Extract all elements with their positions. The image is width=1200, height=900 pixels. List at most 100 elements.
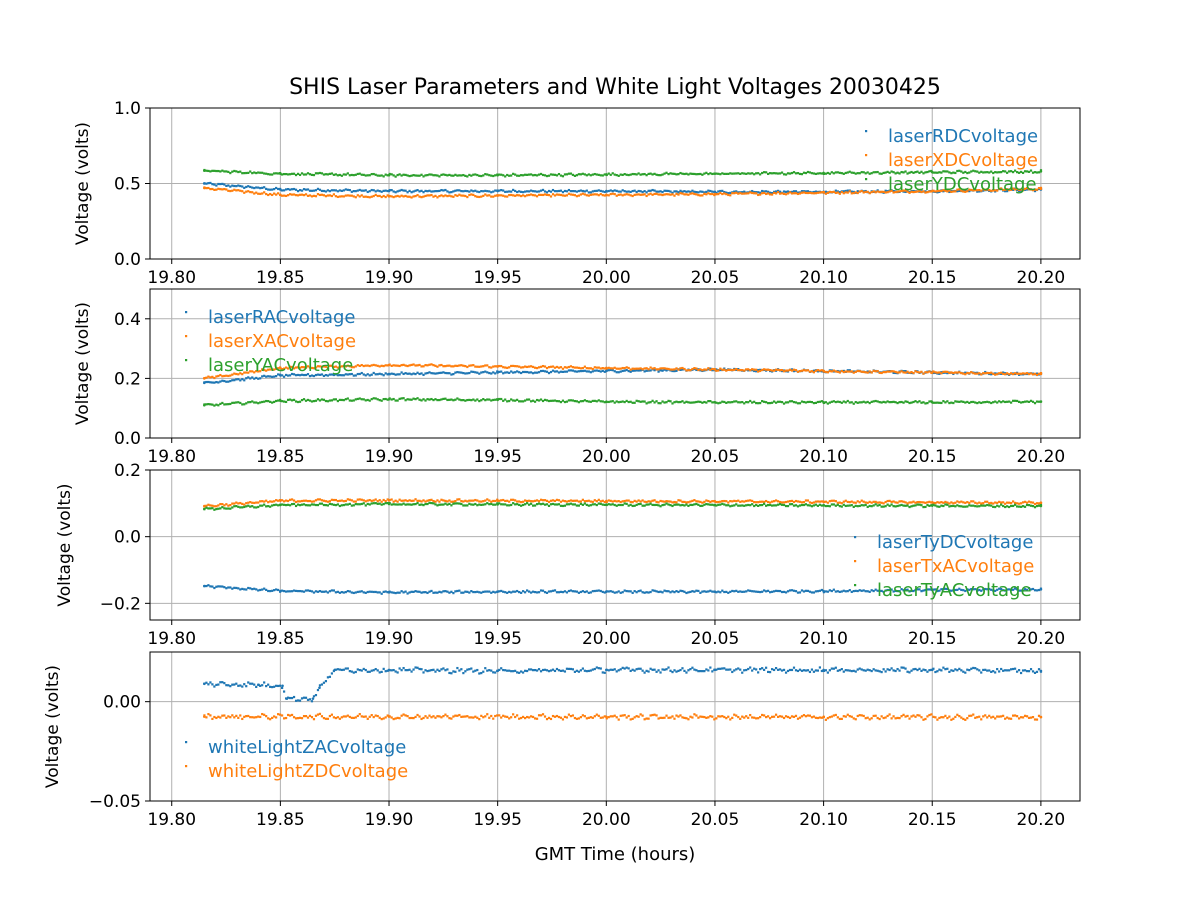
data-point [693, 191, 695, 193]
data-point [651, 589, 653, 591]
data-point [327, 194, 329, 196]
data-point [697, 717, 699, 719]
data-point [594, 190, 596, 192]
data-point [574, 400, 576, 402]
data-point [759, 402, 761, 404]
data-point [319, 590, 321, 592]
data-point [586, 500, 588, 502]
data-point [307, 589, 309, 591]
data-point [849, 401, 851, 403]
data-point [709, 504, 711, 506]
data-point [626, 590, 628, 592]
data-point [580, 500, 582, 502]
data-point [966, 401, 968, 403]
data-point [616, 500, 618, 502]
data-point [554, 370, 556, 372]
data-point [584, 502, 586, 504]
data-point [231, 506, 233, 508]
data-point [367, 499, 369, 501]
data-point [383, 717, 385, 719]
data-point [472, 500, 474, 502]
data-point [602, 190, 604, 192]
data-point [474, 173, 476, 175]
data-point [397, 195, 399, 197]
data-point [464, 591, 466, 593]
data-point [717, 193, 719, 195]
data-point [273, 500, 275, 502]
data-point [588, 191, 590, 193]
data-point [211, 183, 213, 185]
data-point [714, 368, 717, 371]
data-point [829, 402, 831, 404]
data-point [622, 174, 624, 176]
x-tick-label: 19.95 [473, 447, 522, 467]
data-point [725, 591, 727, 593]
data-point [546, 191, 548, 193]
data-point [369, 190, 371, 192]
data-point [982, 669, 984, 671]
x-tick-label: 19.90 [365, 447, 414, 467]
data-point [831, 401, 833, 403]
data-point [640, 194, 642, 196]
data-point [630, 371, 632, 373]
data-point [992, 716, 994, 718]
data-point [600, 667, 602, 669]
data-point [297, 500, 299, 502]
data-point [916, 501, 918, 503]
data-point [900, 715, 902, 717]
data-point [325, 400, 327, 402]
data-point [319, 172, 321, 174]
data-point [239, 190, 241, 192]
x-tick-label: 20.05 [691, 447, 740, 467]
data-point [839, 172, 841, 174]
data-point [349, 590, 351, 592]
y-tick-label: 0.0 [114, 429, 141, 449]
data-point [677, 191, 679, 193]
data-point [482, 591, 484, 593]
data-point [924, 669, 926, 671]
data-point [620, 501, 622, 503]
data-point [683, 402, 685, 404]
data-point [478, 191, 480, 193]
data-point [657, 501, 659, 503]
data-point [998, 400, 1000, 402]
data-point [634, 590, 636, 592]
data-point [948, 402, 950, 404]
data-point [381, 196, 383, 198]
data-point [697, 500, 699, 502]
data-point [550, 195, 552, 197]
data-point [391, 173, 393, 175]
data-point [665, 715, 667, 717]
data-point [512, 591, 514, 593]
data-point [785, 369, 787, 371]
data-point [679, 192, 681, 194]
data-point [741, 193, 743, 195]
data-point [881, 506, 883, 508]
data-point [986, 501, 988, 503]
data-point [576, 670, 578, 672]
data-point [460, 716, 462, 718]
data-point [904, 372, 906, 374]
data-point [510, 499, 512, 501]
data-point [321, 715, 323, 717]
data-point [779, 503, 781, 505]
data-point [811, 591, 813, 593]
data-point [871, 371, 873, 373]
data-point [203, 682, 206, 685]
data-point [205, 381, 207, 383]
data-point [638, 590, 640, 592]
data-point [889, 500, 891, 502]
data-point [610, 503, 612, 505]
data-point [528, 365, 530, 367]
data-point [586, 670, 588, 672]
data-point [614, 715, 616, 717]
data-point [243, 588, 245, 590]
data-point [653, 669, 655, 671]
data-point [512, 670, 514, 672]
data-point [630, 670, 632, 672]
data-point [213, 184, 215, 186]
data-point [861, 668, 863, 670]
data-point [695, 714, 697, 716]
data-point [317, 689, 319, 691]
data-point [584, 173, 586, 175]
